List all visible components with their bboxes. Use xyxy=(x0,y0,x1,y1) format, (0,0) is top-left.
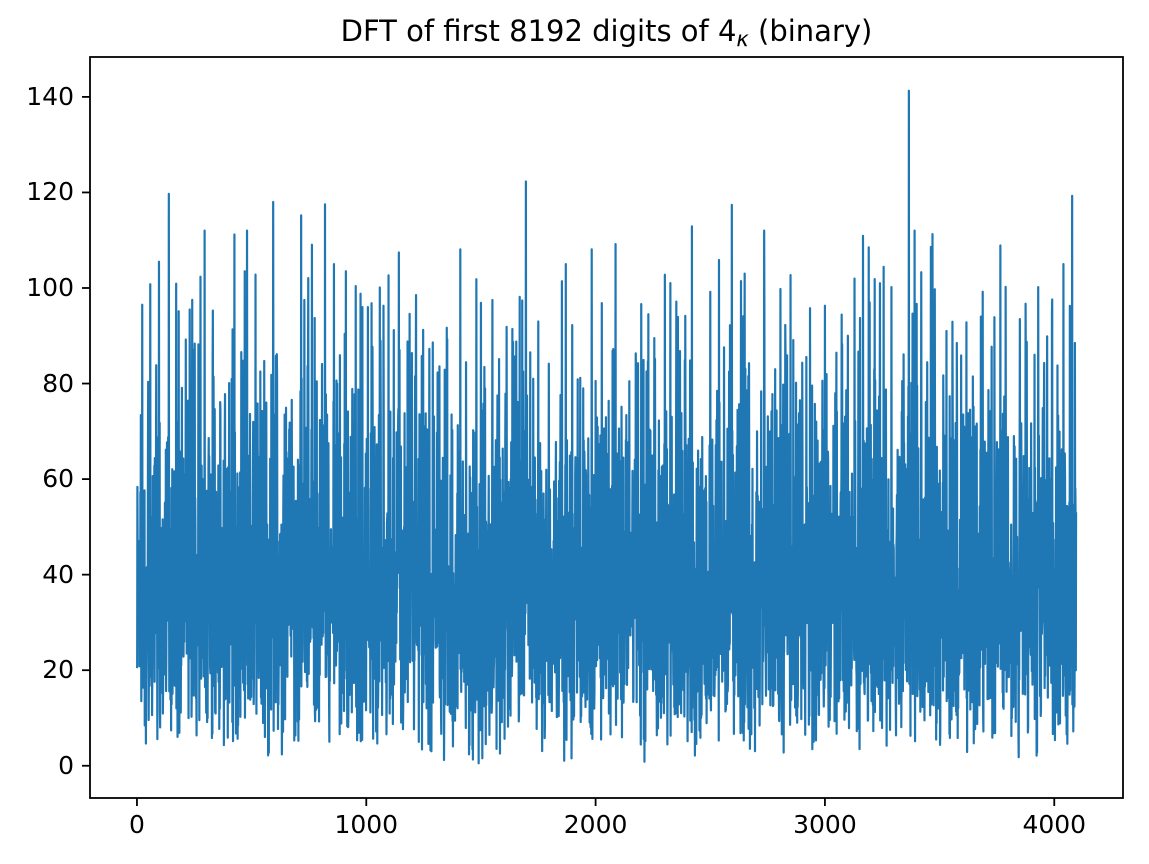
y-tick-label: 80 xyxy=(42,368,74,398)
axes-spines xyxy=(89,56,1124,799)
chart-title-text: DFT of first 8192 digits of 4 xyxy=(340,14,737,48)
y-tick-label: 0 xyxy=(58,750,74,780)
x-tick-label: 0 xyxy=(129,810,145,839)
chart-title-kappa-subscript: κ xyxy=(736,27,749,51)
y-tick-label: 60 xyxy=(42,464,74,494)
y-tick-label: 100 xyxy=(26,272,74,302)
y-tick-label: 40 xyxy=(42,559,74,589)
y-tick-label: 140 xyxy=(26,81,74,111)
y-tick-label: 120 xyxy=(26,177,74,207)
y-tick-label: 20 xyxy=(42,655,74,685)
x-tick-label: 3000 xyxy=(793,810,857,839)
axis-tick-marks xyxy=(82,95,1056,806)
x-tick-label: 2000 xyxy=(563,810,628,839)
dft-magnitude-line xyxy=(135,89,1078,765)
x-tick-label: 1000 xyxy=(334,810,399,839)
chart-title: DFT of first 8192 digits of 4κ (binary) xyxy=(90,13,1123,57)
x-tick-label: 4000 xyxy=(1022,810,1087,839)
chart-title-suffix: (binary) xyxy=(748,14,873,48)
